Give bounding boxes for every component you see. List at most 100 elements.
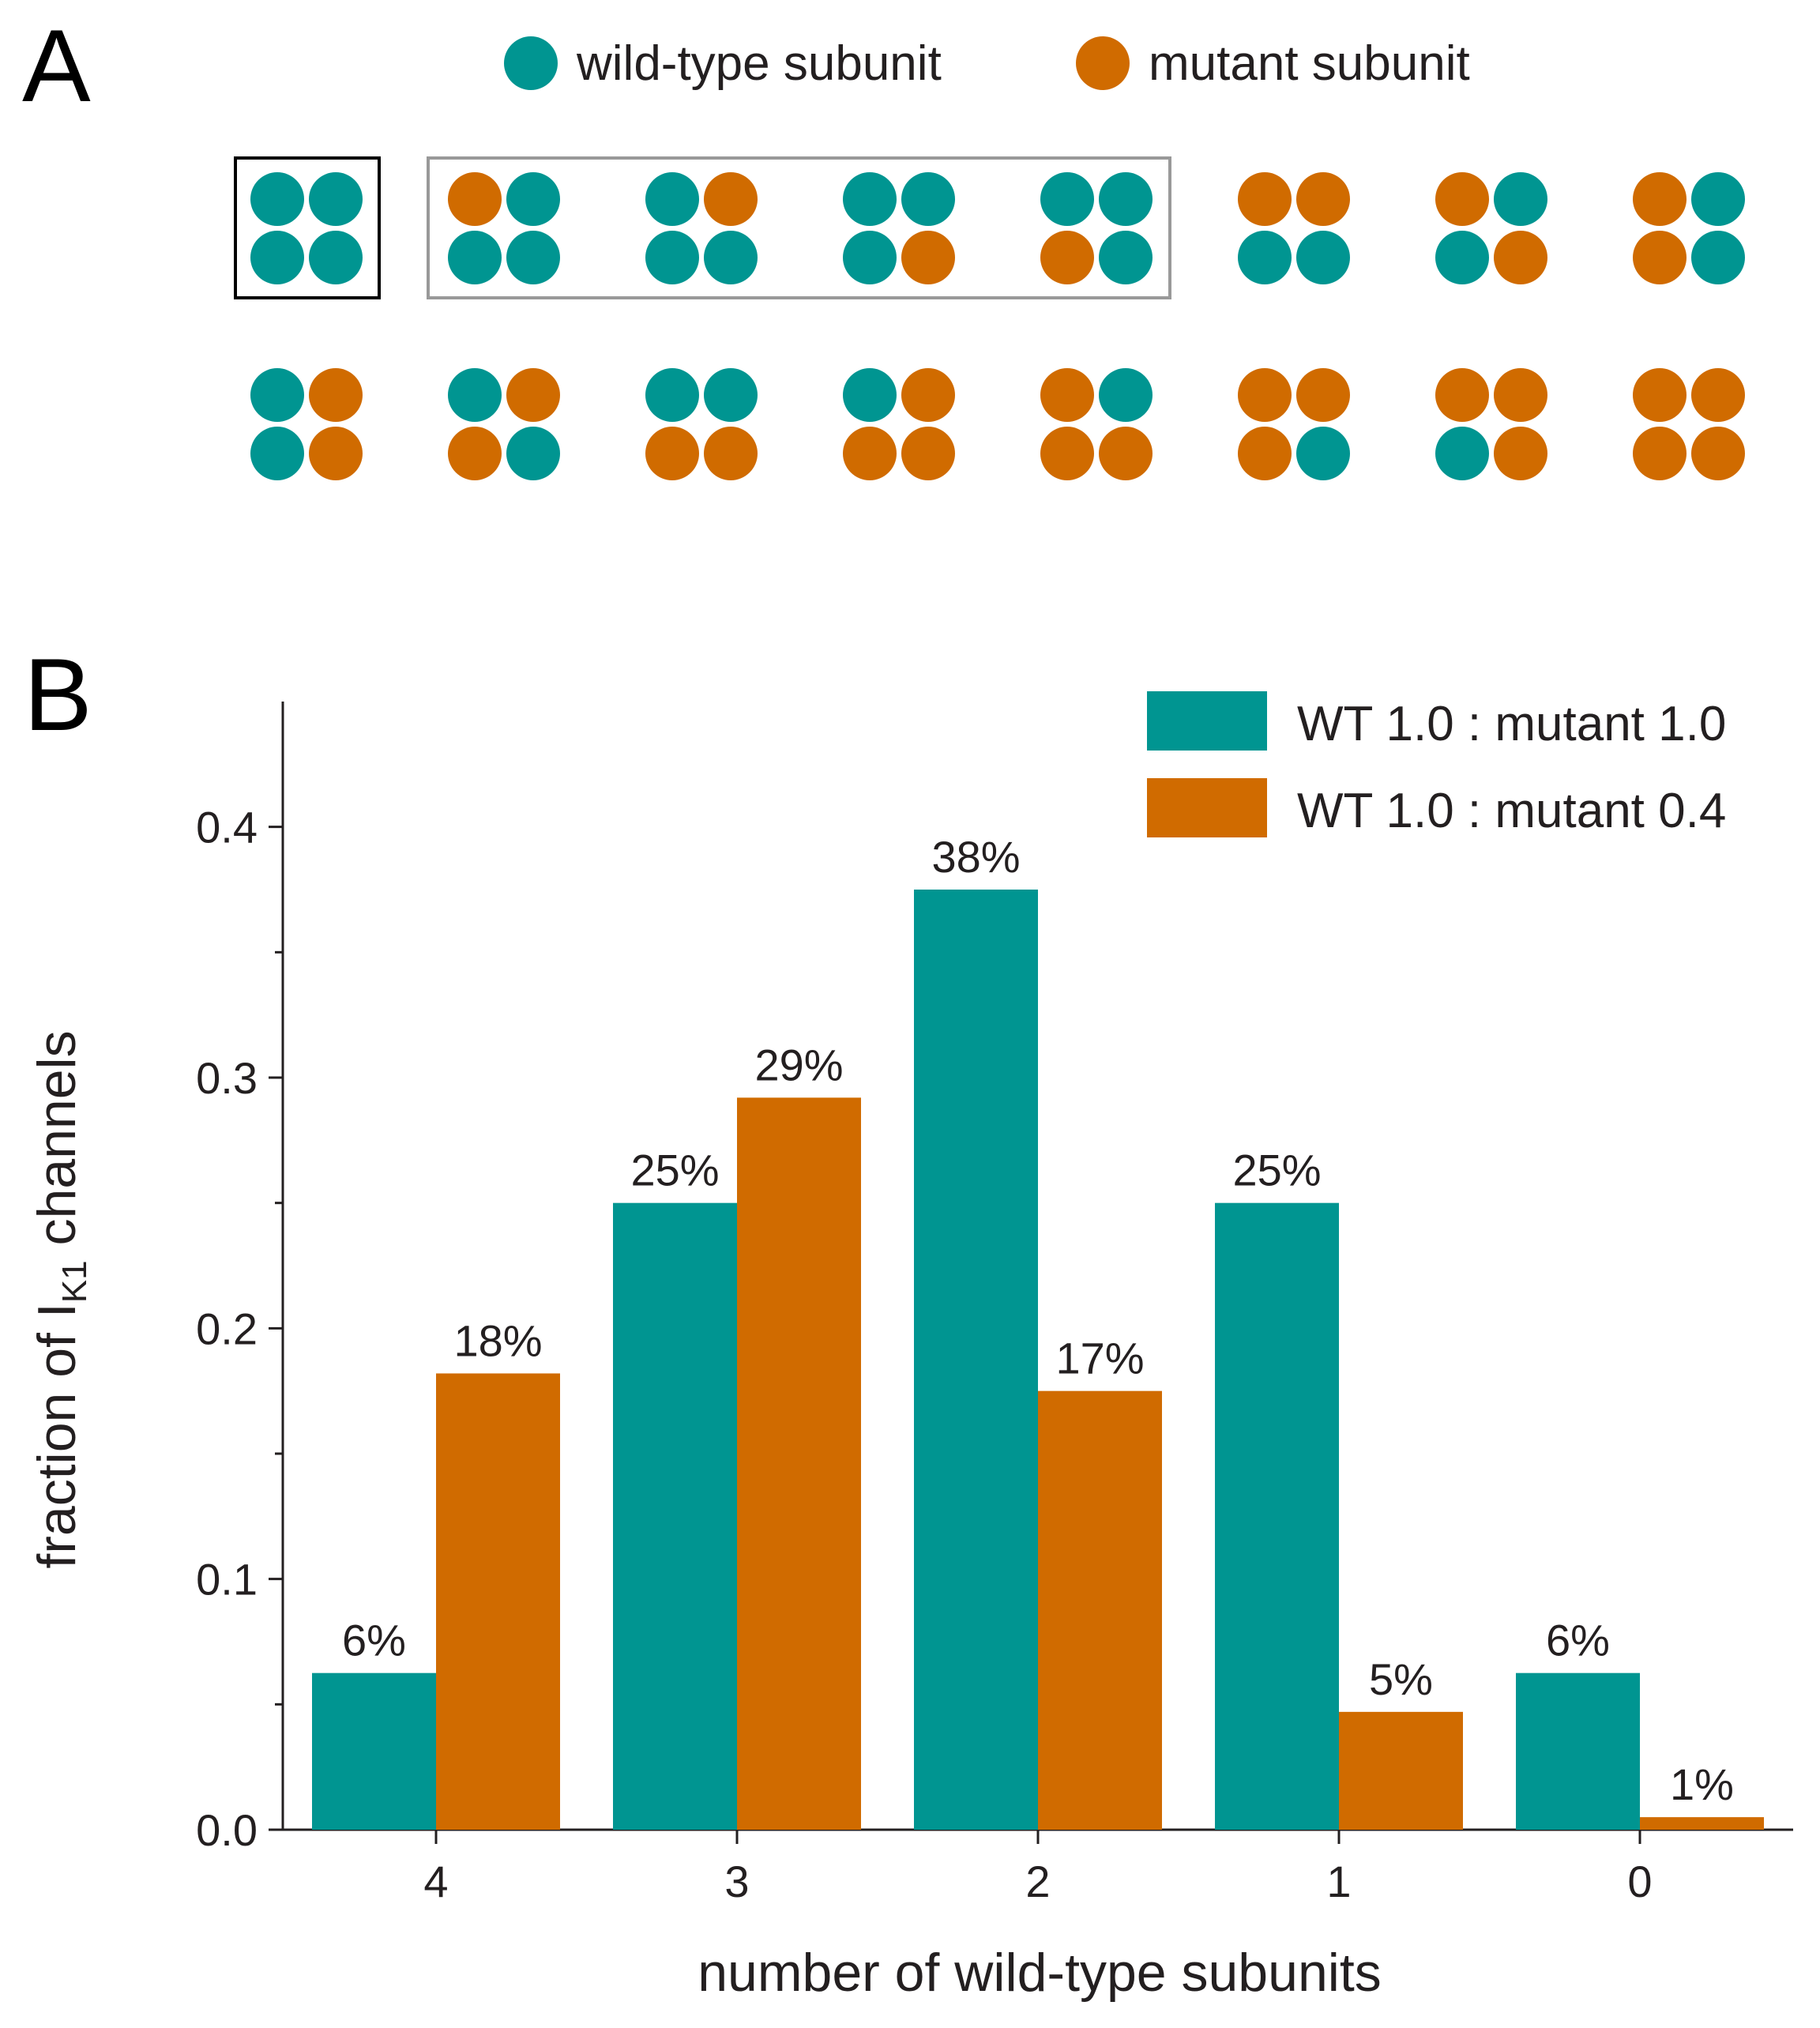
mutant-subunit-dot — [704, 427, 758, 480]
chart-legend: WT 1.0 : mutant 1.0 WT 1.0 : mutant 0.4 — [1147, 691, 1726, 838]
tetramer — [1633, 368, 1745, 480]
bar-value-label: 1% — [1670, 1759, 1734, 1809]
x-tick-label: 0 — [1627, 1857, 1652, 1906]
wild-type-subunit-dot — [1099, 368, 1153, 422]
wild-type-subunit-dot — [645, 172, 699, 226]
mutant-subunit-dot — [1435, 368, 1489, 422]
wild-type-subunit-dot — [1296, 231, 1350, 284]
legend-swatch-series-2 — [1147, 778, 1267, 837]
panel-a-legend: wild-type subunit mutant subunit — [504, 36, 1470, 91]
y-tick-label: 0.2 — [196, 1304, 258, 1353]
y-axis-label: fraction of IK1 channels — [27, 1030, 94, 1568]
mutant-subunit-dot — [901, 427, 955, 480]
tetramer — [1040, 172, 1153, 284]
tetramer — [645, 172, 758, 284]
wild-type-subunit-dot — [1099, 172, 1153, 226]
bar-wt-1-0-mutant-0-4 — [1640, 1817, 1764, 1830]
wild-type-subunit-dot — [843, 368, 897, 422]
wild-type-subunit-dot — [250, 172, 304, 226]
tetramer — [250, 368, 363, 480]
y-axis-label-rest: channels — [27, 1030, 87, 1260]
x-tick-label: 2 — [1025, 1857, 1050, 1906]
bar-group — [312, 890, 1764, 1830]
bar-value-label: 18% — [453, 1315, 542, 1365]
mutant-subunit-dot — [1238, 427, 1292, 480]
wild-type-subunit-dot — [506, 231, 560, 284]
wild-type-subunit-dot — [1296, 427, 1350, 480]
wild-type-subunit-dot — [309, 172, 363, 226]
y-tick-label: 0.4 — [196, 803, 258, 852]
mutant-subunit-dot — [1633, 172, 1687, 226]
bar-value-label: 17% — [1055, 1334, 1144, 1383]
bar-value-label: 6% — [1546, 1616, 1610, 1665]
y-axis-label-subscript: K1 — [55, 1260, 94, 1303]
mutant-subunit-dot — [1099, 427, 1153, 480]
mutant-subunit-dot — [645, 427, 699, 480]
mutant-subunit-dot — [1633, 231, 1687, 284]
wild-type-subunit-dot — [1691, 231, 1745, 284]
bar-wt-1-0-mutant-1-0 — [312, 1672, 436, 1830]
wild-type-subunit-dot — [704, 231, 758, 284]
mutant-subunit-dot — [1040, 231, 1094, 284]
bar-value-label: 5% — [1369, 1654, 1433, 1704]
bar-wt-1-0-mutant-1-0 — [1215, 1202, 1339, 1830]
bar-wt-1-0-mutant-0-4 — [1339, 1711, 1463, 1830]
mutant-subunit-dot — [901, 231, 955, 284]
bar-wt-1-0-mutant-1-0 — [613, 1202, 737, 1830]
x-tick-label: 3 — [724, 1857, 749, 1906]
tetramer — [645, 368, 758, 480]
mutant-subunit-dot — [1494, 427, 1547, 480]
mutant-subunit-dot — [1296, 368, 1350, 422]
mutant-subunit-dot — [1040, 427, 1094, 480]
one-mutant-group-box — [427, 156, 1171, 299]
tetramer — [1040, 368, 1153, 480]
legend-swatch-series-1 — [1147, 691, 1267, 751]
y-axis: 0.0 0.1 0.2 0.3 0.4 — [196, 702, 284, 1855]
wild-type-subunit-dot — [506, 427, 560, 480]
mutant-subunit-dot — [1238, 368, 1292, 422]
x-axis-label: number of wild-type subunits — [698, 1943, 1382, 2003]
x-tick-label: 1 — [1326, 1857, 1351, 1906]
mutant-subunit-dot — [1238, 172, 1292, 226]
bar-value-label: 25% — [1232, 1146, 1321, 1195]
panel-a-letter: A — [22, 8, 91, 123]
panel-b-letter: B — [24, 637, 92, 752]
wild-type-subunit-dot — [309, 231, 363, 284]
wild-type-subunit-dot — [448, 368, 502, 422]
tetramer — [1238, 368, 1350, 480]
mutant-subunit-dot — [901, 368, 955, 422]
wild-type-legend-marker — [504, 36, 558, 90]
wild-type-subunit-dot — [250, 427, 304, 480]
bar-wt-1-0-mutant-1-0 — [914, 890, 1038, 1830]
mutant-subunit-dot — [1633, 368, 1687, 422]
mutant-subunit-dot — [309, 427, 363, 480]
wild-type-subunit-dot — [645, 368, 699, 422]
wild-type-subunit-dot — [901, 172, 955, 226]
mutant-subunit-dot — [309, 368, 363, 422]
wild-type-subunit-dot — [250, 231, 304, 284]
tetramer-grid — [250, 172, 1745, 480]
tetramer — [1435, 368, 1547, 480]
tetramer — [843, 172, 955, 284]
wild-type-subunit-dot — [1040, 172, 1094, 226]
x-tick-label: 4 — [423, 1857, 448, 1906]
x-axis: 4 3 2 1 0 — [283, 1828, 1793, 1906]
tetramer — [448, 172, 560, 284]
wild-type-subunit-dot — [843, 172, 897, 226]
wild-type-subunit-dot — [1238, 231, 1292, 284]
panel-b: B 0.0 0.1 0.2 0.3 0.4 4 3 2 1 0 6% 18% 25% 29% 38% 17… — [24, 637, 1793, 2003]
panel-a: A wild-type subunit mutant subunit — [22, 8, 1745, 480]
mutant-legend-label: mutant subunit — [1149, 36, 1470, 91]
wild-type-subunit-dot — [645, 231, 699, 284]
wild-type-subunit-dot — [704, 368, 758, 422]
bar-value-label: 38% — [931, 832, 1020, 882]
tetramer — [843, 368, 955, 480]
wild-type-subunit-dot — [1494, 172, 1547, 226]
mutant-subunit-dot — [1691, 427, 1745, 480]
y-tick-label: 0.0 — [196, 1805, 258, 1855]
mutant-subunit-dot — [704, 172, 758, 226]
tetramer — [448, 368, 560, 480]
y-tick-label: 0.3 — [196, 1053, 258, 1103]
wild-type-subunit-dot — [250, 368, 304, 422]
mutant-subunit-dot — [1040, 368, 1094, 422]
